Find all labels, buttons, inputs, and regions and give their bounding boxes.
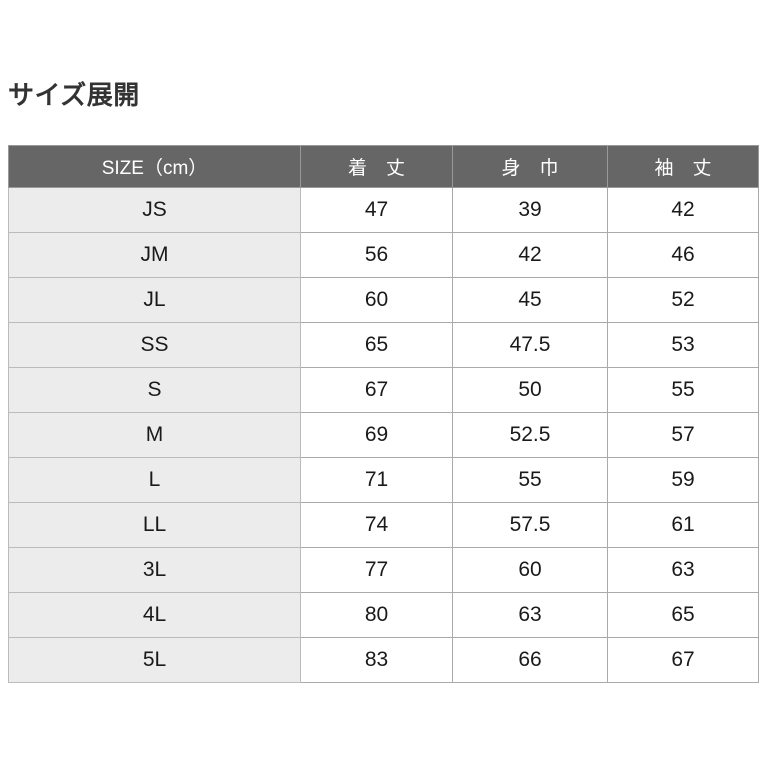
size-value: 45 bbox=[452, 277, 608, 324]
size-table: SIZE（cm） 着 丈 身 巾 袖 丈 JS 47 39 42 JM 56 42 46 JL 6… bbox=[8, 145, 759, 684]
size-value: 52.5 bbox=[452, 412, 608, 459]
size-label: JM bbox=[8, 232, 301, 279]
size-label: 3L bbox=[8, 547, 301, 594]
size-value: 74 bbox=[300, 502, 453, 549]
size-value: 60 bbox=[300, 277, 453, 324]
size-label: L bbox=[8, 457, 301, 504]
size-value: 69 bbox=[300, 412, 453, 459]
table-row: JS 47 39 42 bbox=[8, 187, 759, 234]
size-value: 46 bbox=[607, 232, 759, 279]
size-value: 47 bbox=[300, 187, 453, 234]
size-value: 55 bbox=[452, 457, 608, 504]
size-value: 80 bbox=[300, 592, 453, 639]
column-header-body-width: 身 巾 bbox=[452, 145, 608, 189]
size-value: 57.5 bbox=[452, 502, 608, 549]
size-label: JS bbox=[8, 187, 301, 234]
table-row: 4L 80 63 65 bbox=[8, 592, 759, 639]
size-value: 77 bbox=[300, 547, 453, 594]
size-value: 67 bbox=[300, 367, 453, 414]
size-value: 71 bbox=[300, 457, 453, 504]
size-value: 53 bbox=[607, 322, 759, 369]
table-row: 5L 83 66 67 bbox=[8, 637, 759, 684]
size-label: LL bbox=[8, 502, 301, 549]
size-label: JL bbox=[8, 277, 301, 324]
size-value: 83 bbox=[300, 637, 453, 684]
size-value: 52 bbox=[607, 277, 759, 324]
size-value: 67 bbox=[607, 637, 759, 684]
size-label: M bbox=[8, 412, 301, 459]
size-value: 59 bbox=[607, 457, 759, 504]
table-row: JL 60 45 52 bbox=[8, 277, 759, 324]
size-value: 65 bbox=[300, 322, 453, 369]
table-row: M 69 52.5 57 bbox=[8, 412, 759, 459]
size-table-body: JS 47 39 42 JM 56 42 46 JL 60 45 52 SS 65 47.5 53 S 67 50 5… bbox=[8, 187, 759, 684]
size-table-header: SIZE（cm） 着 丈 身 巾 袖 丈 bbox=[8, 145, 759, 189]
size-value: 47.5 bbox=[452, 322, 608, 369]
size-value: 55 bbox=[607, 367, 759, 414]
size-label: 5L bbox=[8, 637, 301, 684]
size-value: 42 bbox=[452, 232, 608, 279]
size-value: 57 bbox=[607, 412, 759, 459]
column-header-body-length: 着 丈 bbox=[300, 145, 453, 189]
size-value: 63 bbox=[607, 547, 759, 594]
table-row: 3L 77 60 63 bbox=[8, 547, 759, 594]
size-value: 65 bbox=[607, 592, 759, 639]
size-value: 50 bbox=[452, 367, 608, 414]
size-label: 4L bbox=[8, 592, 301, 639]
size-value: 63 bbox=[452, 592, 608, 639]
size-label: SS bbox=[8, 322, 301, 369]
header-row: SIZE（cm） 着 丈 身 巾 袖 丈 bbox=[8, 145, 759, 189]
size-value: 60 bbox=[452, 547, 608, 594]
column-header-sleeve-length: 袖 丈 bbox=[607, 145, 759, 189]
size-value: 39 bbox=[452, 187, 608, 234]
table-row: L 71 55 59 bbox=[8, 457, 759, 504]
table-row: SS 65 47.5 53 bbox=[8, 322, 759, 369]
page-title: サイズ展開 bbox=[8, 80, 140, 110]
size-value: 61 bbox=[607, 502, 759, 549]
table-row: S 67 50 55 bbox=[8, 367, 759, 414]
size-value: 42 bbox=[607, 187, 759, 234]
table-row: LL 74 57.5 61 bbox=[8, 502, 759, 549]
table-row: JM 56 42 46 bbox=[8, 232, 759, 279]
size-value: 56 bbox=[300, 232, 453, 279]
size-value: 66 bbox=[452, 637, 608, 684]
column-header-size: SIZE（cm） bbox=[8, 145, 301, 189]
size-label: S bbox=[8, 367, 301, 414]
